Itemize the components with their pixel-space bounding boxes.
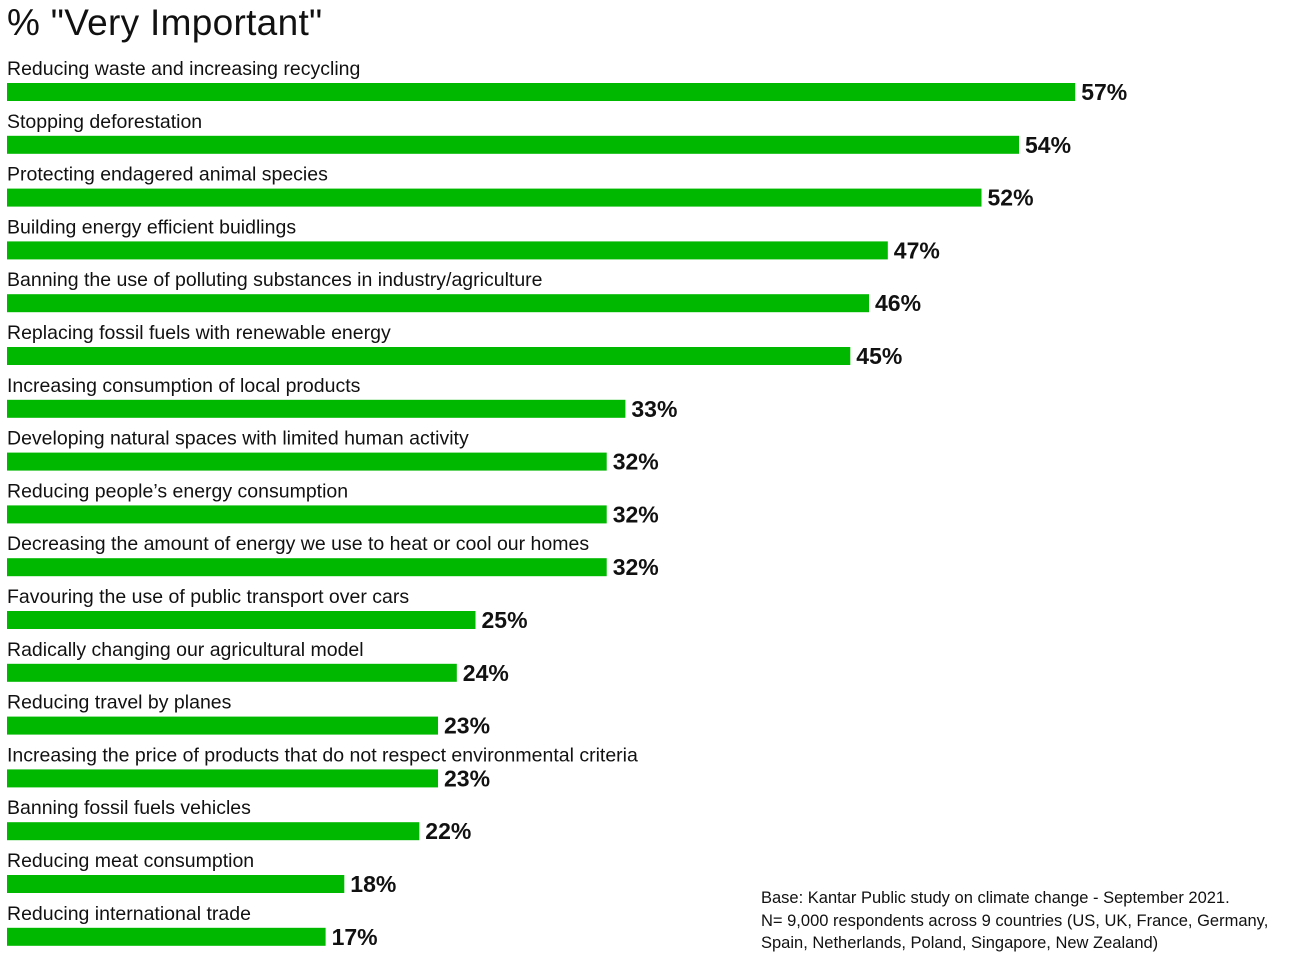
value-label: 45% bbox=[856, 343, 902, 369]
value-label: 32% bbox=[613, 554, 659, 580]
bar bbox=[7, 347, 851, 365]
bar bbox=[7, 611, 476, 629]
bar bbox=[7, 927, 326, 946]
category-label: Decreasing the amount of energy we use t… bbox=[7, 533, 589, 555]
category-label: Increasing consumption of local products bbox=[7, 375, 361, 397]
bar bbox=[7, 875, 345, 893]
value-label: 23% bbox=[444, 713, 490, 739]
category-label: Developing natural spaces with limited h… bbox=[7, 428, 469, 450]
category-label: Favouring the use of public transport ov… bbox=[7, 586, 409, 608]
value-label: 18% bbox=[350, 871, 396, 897]
value-label: 46% bbox=[875, 290, 921, 316]
category-label: Reducing people’s energy consumption bbox=[7, 480, 348, 502]
bar bbox=[7, 452, 607, 471]
category-label: Protecting endagered animal species bbox=[7, 164, 328, 186]
category-label: Stopping deforestation bbox=[7, 111, 202, 133]
bar bbox=[7, 83, 1076, 101]
bar bbox=[7, 241, 888, 260]
category-label: Replacing fossil fuels with renewable en… bbox=[7, 322, 391, 344]
value-label: 32% bbox=[613, 501, 659, 527]
bar bbox=[7, 558, 607, 577]
bar bbox=[7, 188, 982, 207]
category-label: Building energy efficient buidlings bbox=[7, 216, 296, 238]
bar bbox=[7, 135, 1019, 154]
category-label: Reducing waste and increasing recycling bbox=[7, 58, 360, 80]
footnote-line: Base: Kantar Public study on climate cha… bbox=[761, 889, 1230, 907]
bar bbox=[7, 505, 607, 524]
value-label: 33% bbox=[631, 396, 677, 422]
value-label: 23% bbox=[444, 765, 490, 791]
footnote-line: Spain, Netherlands, Poland, Singapore, N… bbox=[761, 934, 1159, 952]
bar bbox=[7, 399, 626, 418]
value-label: 52% bbox=[988, 185, 1034, 211]
category-label: Reducing meat consumption bbox=[7, 850, 254, 872]
value-label: 54% bbox=[1025, 132, 1071, 158]
bar bbox=[7, 716, 438, 735]
bar bbox=[7, 294, 869, 313]
chart-title: % "Very Important" bbox=[7, 2, 323, 43]
bar bbox=[7, 822, 420, 841]
value-label: 17% bbox=[332, 924, 378, 950]
category-label: Reducing international trade bbox=[7, 903, 251, 925]
value-label: 32% bbox=[613, 449, 659, 475]
value-label: 25% bbox=[482, 607, 528, 633]
value-label: 24% bbox=[463, 660, 509, 686]
bar bbox=[7, 663, 457, 682]
category-label: Reducing travel by planes bbox=[7, 692, 232, 714]
category-label: Banning the use of polluting substances … bbox=[7, 269, 543, 291]
category-label: Increasing the price of products that do… bbox=[7, 744, 638, 766]
value-label: 47% bbox=[894, 237, 940, 263]
bar bbox=[7, 769, 438, 788]
category-label: Banning fossil fuels vehicles bbox=[7, 797, 251, 819]
footnote-line: N= 9,000 respondents across 9 countries … bbox=[761, 911, 1269, 930]
value-label: 57% bbox=[1081, 79, 1127, 105]
category-label: Radically changing our agricultural mode… bbox=[7, 639, 364, 661]
footnote: Base: Kantar Public study on climate cha… bbox=[761, 887, 1309, 955]
value-label: 22% bbox=[425, 818, 471, 844]
